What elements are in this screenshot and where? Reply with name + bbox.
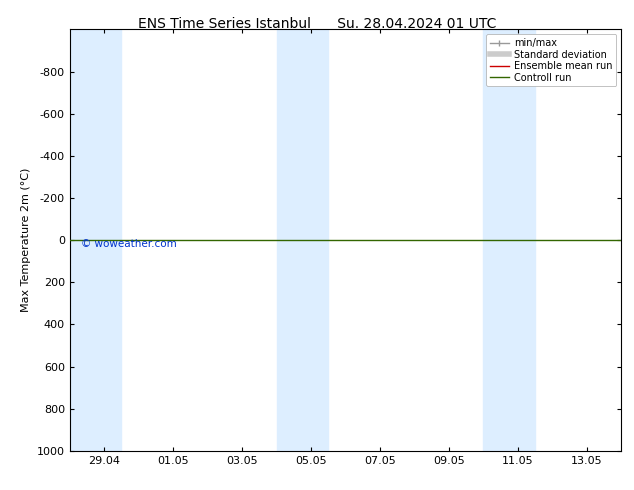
Bar: [276, 29, 328, 451]
Bar: [483, 29, 535, 451]
Y-axis label: Max Temperature 2m (°C): Max Temperature 2m (°C): [22, 168, 31, 312]
Bar: [70, 29, 122, 451]
Legend: min/max, Standard deviation, Ensemble mean run, Controll run: min/max, Standard deviation, Ensemble me…: [486, 34, 616, 86]
Text: © woweather.com: © woweather.com: [81, 239, 176, 249]
Text: ENS Time Series Istanbul      Su. 28.04.2024 01 UTC: ENS Time Series Istanbul Su. 28.04.2024 …: [138, 17, 496, 31]
